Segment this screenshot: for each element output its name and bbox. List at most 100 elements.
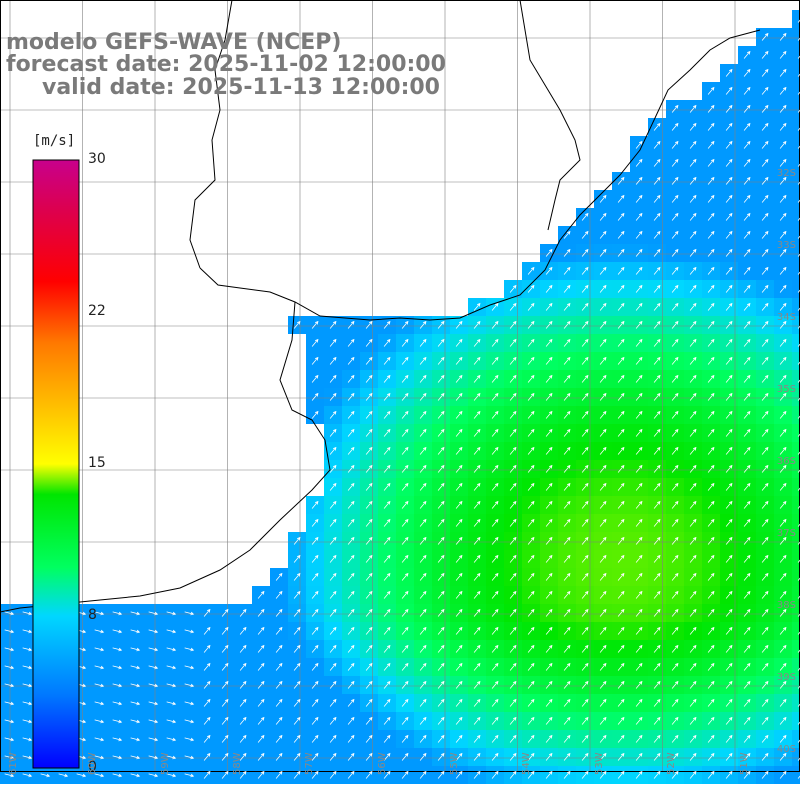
wind-arrow	[491, 662, 499, 671]
wind-arrow	[617, 518, 625, 527]
wind-arrow	[581, 734, 589, 743]
wind-arrow	[563, 392, 571, 401]
wind-arrow	[365, 464, 373, 473]
wind-arrow	[184, 611, 195, 616]
wind-arrow	[365, 644, 373, 653]
wind-arrow	[221, 680, 229, 689]
wind-arrow	[563, 410, 571, 419]
wind-arrow	[725, 212, 733, 221]
wind-speed-cell	[792, 766, 800, 784]
lat-label: 39S	[776, 672, 796, 683]
wind-arrow	[797, 559, 800, 563]
wind-arrow	[797, 649, 800, 653]
wind-arrow	[725, 716, 733, 725]
wind-arrow	[797, 379, 800, 383]
wind-arrow	[4, 701, 15, 706]
wind-arrow	[365, 356, 373, 365]
wind-arrow	[617, 284, 625, 293]
wind-arrow	[599, 464, 607, 473]
wind-arrow	[689, 752, 697, 761]
forecast-date: forecast date: 2025-11-02 12:00:00	[6, 52, 446, 77]
wind-arrow	[707, 446, 715, 455]
wind-arrow	[365, 482, 373, 491]
wind-speed-cell	[792, 136, 800, 154]
wind-arrow	[707, 140, 715, 149]
wind-arrow	[779, 716, 787, 725]
wind-arrow	[527, 464, 535, 473]
wind-arrow	[527, 374, 535, 383]
wind-arrow	[725, 590, 733, 599]
wind-arrow	[617, 338, 625, 347]
wind-arrow	[581, 446, 589, 455]
wind-arrow	[365, 572, 373, 581]
wind-speed-cell	[792, 406, 800, 424]
wind-arrow	[617, 716, 625, 725]
wind-arrow	[166, 737, 177, 742]
wind-arrow	[725, 464, 733, 473]
wind-arrow	[653, 392, 661, 401]
wind-arrow	[743, 770, 751, 779]
wind-arrow	[365, 680, 373, 689]
wind-arrow	[257, 590, 265, 599]
wind-arrow	[527, 284, 535, 293]
wind-arrow	[671, 446, 679, 455]
wind-arrow	[203, 770, 211, 779]
wind-arrow	[797, 73, 800, 77]
wind-arrow	[347, 698, 355, 707]
wind-arrow	[4, 719, 15, 724]
wind-arrow	[689, 410, 697, 419]
wind-arrow	[419, 500, 427, 509]
wind-arrow	[779, 626, 787, 635]
wind-arrow	[725, 122, 733, 131]
wind-arrow	[94, 719, 105, 724]
wind-arrow	[653, 194, 661, 203]
wind-arrow	[563, 500, 571, 509]
wind-arrow	[563, 230, 571, 239]
wind-arrow	[743, 50, 751, 59]
wind-arrow	[617, 302, 625, 311]
wind-arrow	[383, 320, 391, 329]
wind-arrow	[347, 320, 355, 329]
wind-arrow	[455, 716, 463, 725]
wind-arrow	[635, 536, 643, 545]
wind-arrow	[563, 680, 571, 689]
wind-arrow	[347, 770, 355, 779]
wind-arrow	[383, 392, 391, 401]
wind-arrow	[725, 356, 733, 365]
wind-arrow	[743, 518, 751, 527]
wind-arrow	[437, 464, 445, 473]
wind-arrow	[401, 464, 409, 473]
wind-arrow	[653, 266, 661, 275]
wind-arrow	[473, 662, 481, 671]
wind-arrow	[401, 410, 409, 419]
wind-arrow	[419, 392, 427, 401]
wind-arrow	[653, 590, 661, 599]
wind-arrow	[707, 302, 715, 311]
wind-arrow	[599, 194, 607, 203]
wind-arrow	[797, 55, 800, 59]
wind-arrow	[329, 680, 337, 689]
wind-arrow	[761, 590, 769, 599]
wind-arrow	[401, 320, 409, 329]
wind-arrow	[527, 608, 535, 617]
wind-arrow	[761, 32, 769, 41]
wind-arrow	[779, 410, 787, 419]
wind-arrow	[365, 752, 373, 761]
wind-arrow	[401, 662, 409, 671]
wind-arrow	[797, 145, 800, 149]
wind-arrow	[275, 752, 283, 761]
wind-arrow	[401, 428, 409, 437]
wind-arrow	[455, 662, 463, 671]
wind-arrow	[743, 734, 751, 743]
wind-arrow	[166, 719, 177, 724]
wind-arrow	[365, 698, 373, 707]
wind-arrows	[4, 19, 800, 779]
wind-arrow	[653, 464, 661, 473]
wind-arrow	[509, 536, 517, 545]
wind-arrow	[779, 356, 787, 365]
wind-arrow	[545, 716, 553, 725]
wind-arrow	[707, 176, 715, 185]
wind-arrow	[491, 770, 499, 779]
wind-arrow	[239, 752, 247, 761]
wind-arrow	[455, 392, 463, 401]
